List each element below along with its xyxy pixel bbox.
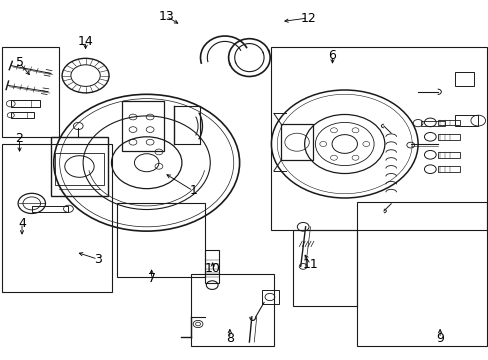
Text: 1: 1 <box>189 184 197 197</box>
Text: 3: 3 <box>94 253 102 266</box>
Text: 7: 7 <box>147 273 155 285</box>
Text: 2: 2 <box>16 132 23 145</box>
Text: 10: 10 <box>204 262 220 275</box>
Text: 4: 4 <box>18 217 26 230</box>
Text: 13: 13 <box>158 10 174 23</box>
Text: 14: 14 <box>78 35 93 48</box>
Text: 5: 5 <box>16 57 23 69</box>
Text: 6: 6 <box>328 49 336 62</box>
Text: 8: 8 <box>225 332 233 345</box>
Text: 11: 11 <box>302 258 318 271</box>
Text: 9: 9 <box>435 332 443 345</box>
Text: 12: 12 <box>300 12 315 24</box>
